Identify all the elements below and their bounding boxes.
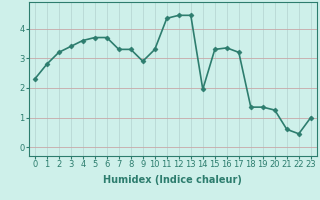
X-axis label: Humidex (Indice chaleur): Humidex (Indice chaleur) [103,175,242,185]
